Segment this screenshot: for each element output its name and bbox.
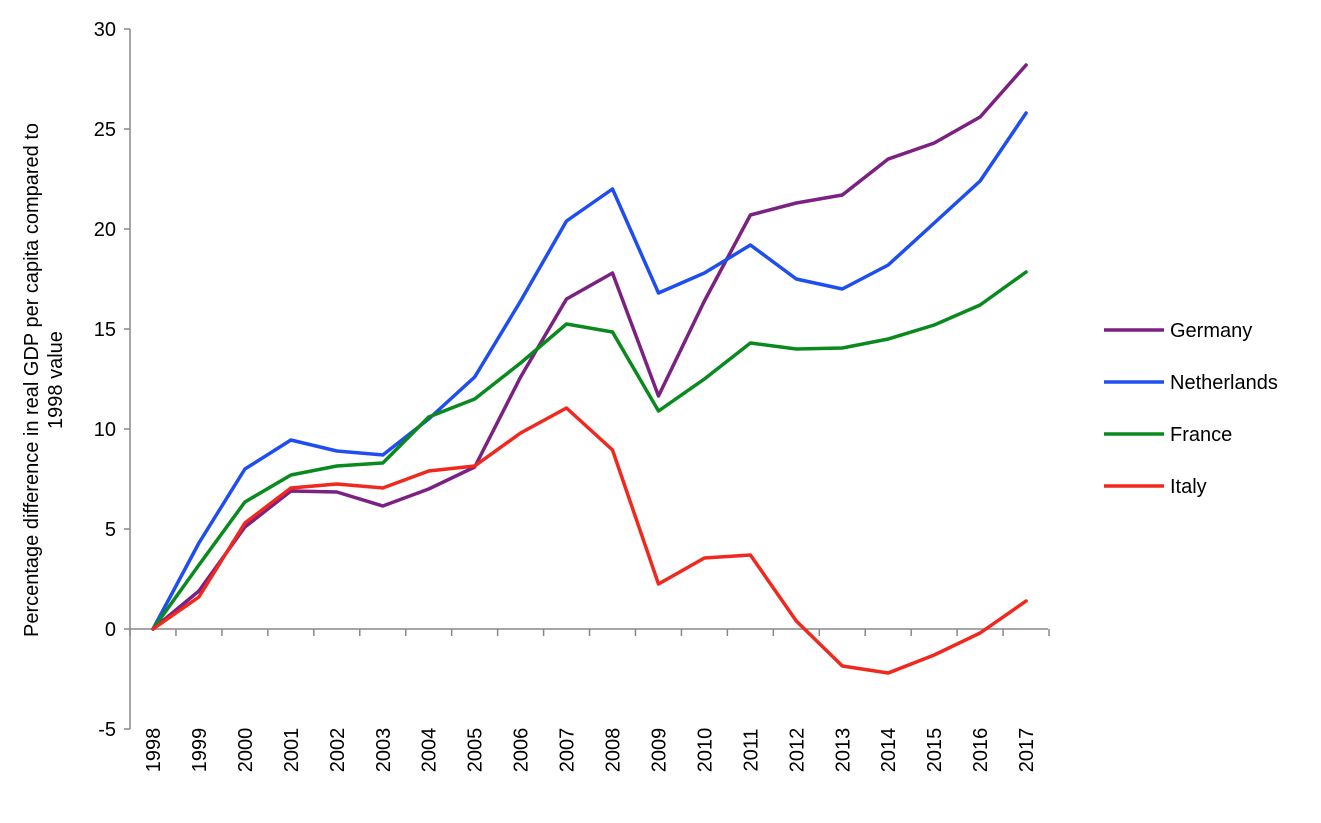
x-tick-label: 2005 (465, 728, 487, 773)
y-tick-label: 0 (105, 619, 116, 641)
x-tick-label: 2012 (786, 728, 808, 773)
y-axis-title: 1998 value (45, 331, 67, 429)
y-axis-title: Percentage difference in real GDP per ca… (21, 123, 43, 637)
x-tick-label: 2013 (832, 728, 854, 773)
y-tick-label: -5 (98, 719, 116, 741)
series-line-france (151, 270, 1028, 631)
y-tick-label: 30 (94, 19, 116, 41)
legend-label: France (1170, 424, 1232, 446)
y-tick-label: 25 (94, 119, 116, 141)
x-tick-label: 2003 (373, 728, 395, 773)
x-tick-label: 2004 (419, 728, 441, 773)
x-tick-label: 2011 (740, 728, 762, 771)
x-tick-label: 2000 (235, 728, 257, 773)
x-tick-label: 1998 (143, 728, 165, 773)
x-tick-label: 2014 (878, 728, 900, 773)
x-tick-label: 2007 (557, 728, 579, 773)
x-tick-label: 2001 (281, 728, 303, 773)
x-tick-label: 2017 (1016, 728, 1038, 773)
series-line-italy (151, 406, 1028, 675)
x-tick-label: 2010 (694, 728, 716, 773)
x-tick-label: 1999 (189, 728, 211, 773)
y-tick-label: 10 (94, 419, 116, 441)
legend-label: Italy (1170, 476, 1207, 498)
legend-label: Germany (1170, 320, 1252, 342)
series-line-germany (151, 63, 1028, 631)
x-tick-label: 2015 (924, 728, 946, 773)
series-line-netherlands (151, 111, 1028, 631)
legend-label: Netherlands (1170, 372, 1278, 394)
y-tick-label: 5 (105, 519, 116, 541)
x-tick-label: 2008 (603, 728, 625, 773)
x-tick-label: 2006 (511, 728, 533, 773)
x-tick-label: 2002 (327, 728, 349, 773)
x-tick-label: 2016 (970, 728, 992, 773)
y-tick-label: 15 (94, 319, 116, 341)
x-tick-label: 2009 (648, 728, 670, 773)
y-tick-label: 20 (94, 219, 116, 241)
